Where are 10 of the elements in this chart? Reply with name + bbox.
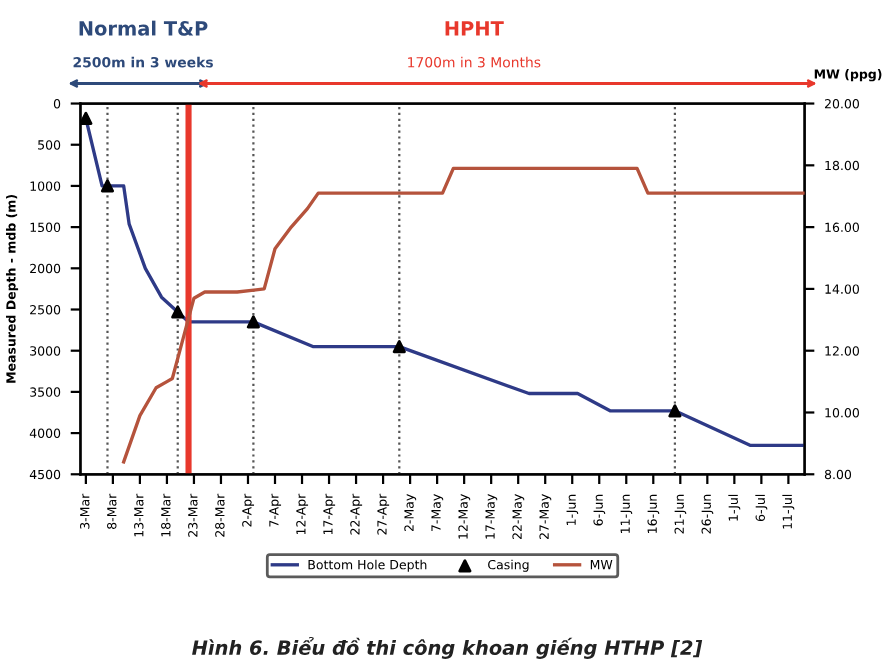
text: Hình 6. Biểu đồ thi công khoan giếng HTHP [2] [192, 636, 703, 659]
point [171, 305, 185, 319]
point [392, 339, 406, 354]
point [80, 111, 93, 125]
point [668, 404, 682, 418]
point [246, 315, 260, 329]
text: Normal T&P [79, 20, 208, 36]
text: HPHT [445, 21, 504, 36]
line-series [122, 166, 805, 464]
point [100, 179, 115, 193]
